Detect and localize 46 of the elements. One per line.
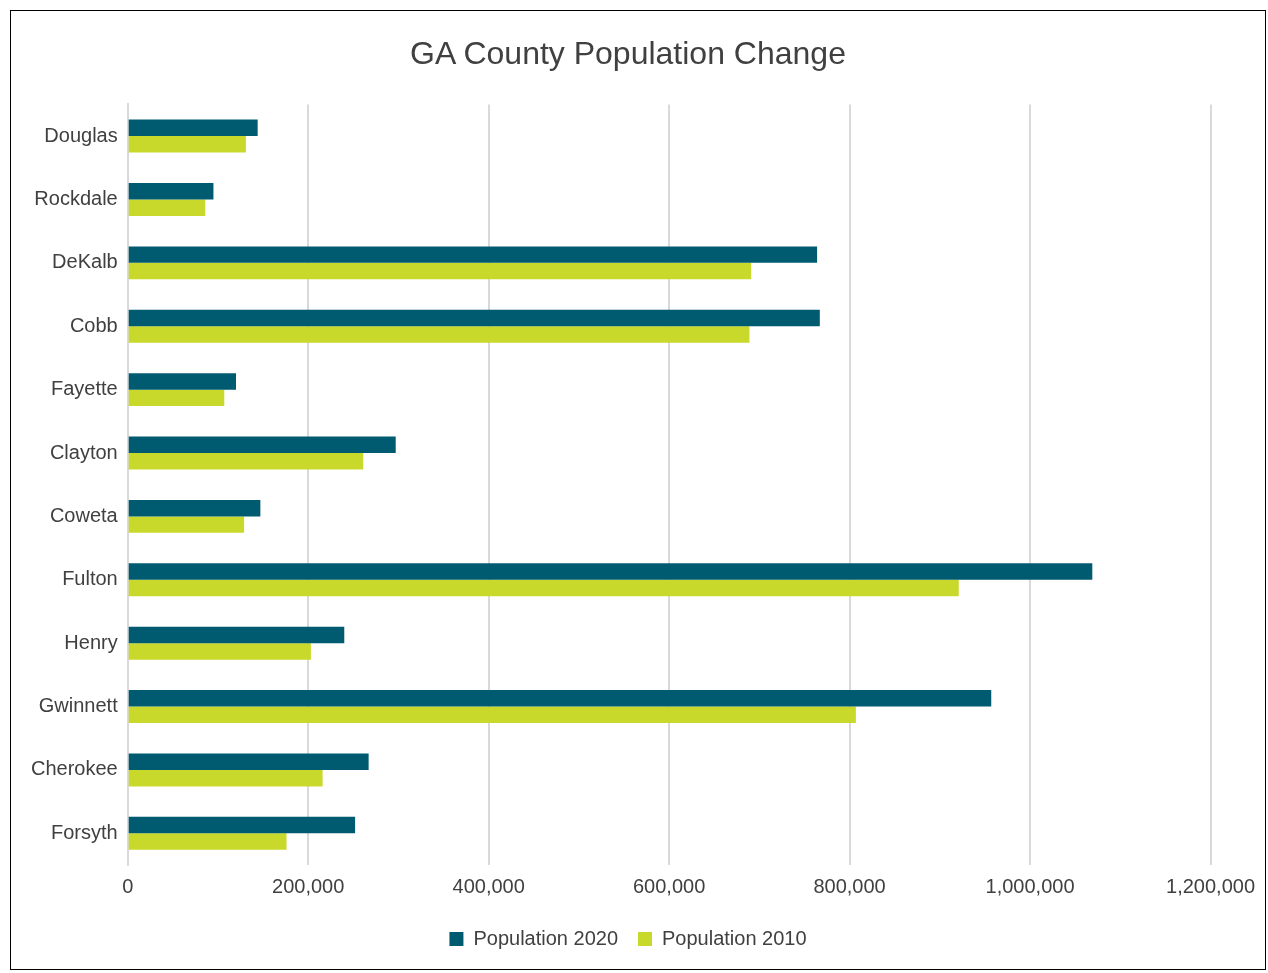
- legend-label: Population 2020: [473, 926, 619, 949]
- y-tick-label: Henry: [64, 630, 118, 653]
- y-tick-label: Douglas: [44, 123, 118, 146]
- bar: [128, 389, 225, 407]
- bar: [128, 199, 206, 216]
- bar: [128, 326, 750, 343]
- bar: [128, 626, 345, 644]
- legend-label: Population 2010: [662, 926, 807, 949]
- bar: [128, 816, 356, 834]
- x-tick-label: 600,000: [632, 874, 706, 897]
- bar: [128, 516, 245, 533]
- x-tick-label: 1,200,000: [1166, 874, 1255, 897]
- y-tick-label: Coweta: [49, 503, 119, 526]
- y-tick-label: Gwinnett: [38, 694, 119, 717]
- y-tick-label: Cobb: [69, 313, 118, 336]
- x-tick-label: 0: [122, 874, 134, 897]
- y-tick-label: Cherokee: [31, 757, 118, 780]
- bar: [128, 246, 818, 263]
- y-tick-label: Fulton: [62, 567, 118, 590]
- y-tick-label: Rockdale: [34, 186, 118, 209]
- bar: [128, 833, 287, 850]
- x-tick-label: 1,000,000: [985, 874, 1075, 897]
- bar: [128, 309, 820, 327]
- bar: [128, 119, 258, 137]
- bar: [128, 753, 369, 770]
- bar: [128, 499, 261, 517]
- bar: [128, 262, 752, 280]
- bar: [128, 706, 856, 724]
- y-tick-label: DeKalb: [52, 250, 118, 273]
- bar: [128, 769, 323, 787]
- bar: [128, 373, 236, 390]
- bar: [128, 136, 246, 153]
- bar: [128, 643, 311, 660]
- x-tick-label: 400,000: [452, 874, 525, 897]
- chart-title: GA County Population Change: [410, 35, 846, 72]
- bar: [128, 183, 214, 200]
- bar: [128, 436, 396, 454]
- bar: [128, 579, 959, 597]
- y-tick-label: Fayette: [51, 377, 118, 400]
- x-tick-label: 200,000: [272, 874, 345, 897]
- y-tick-label: Clayton: [49, 440, 118, 463]
- y-tick-label: Forsyth: [51, 820, 118, 843]
- x-tick-label: 800,000: [813, 874, 886, 897]
- bar: [128, 690, 992, 707]
- bar: [128, 453, 364, 470]
- bar: [128, 563, 1093, 580]
